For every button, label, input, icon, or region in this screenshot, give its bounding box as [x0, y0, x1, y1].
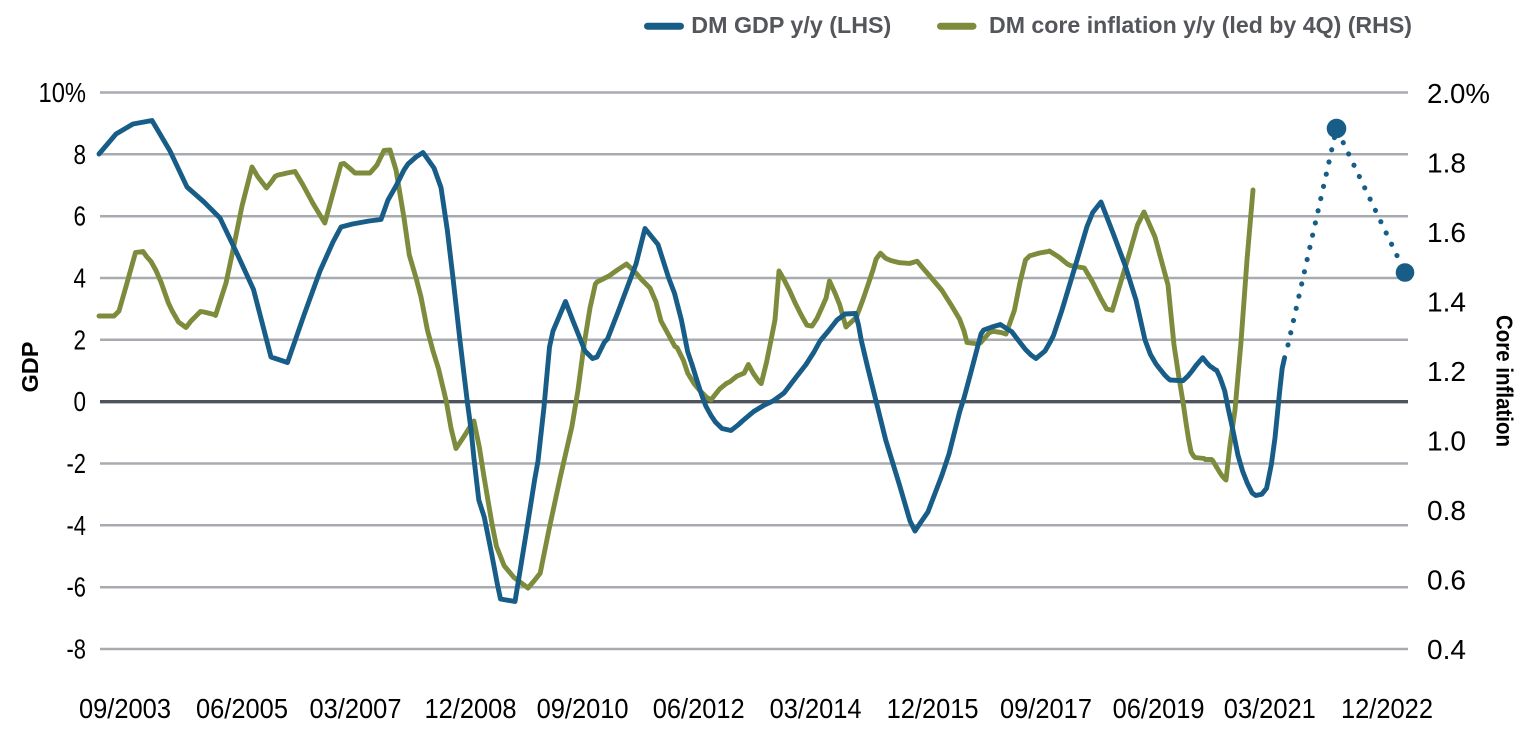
svg-text:1.6: 1.6 [1427, 217, 1466, 248]
svg-text:03/2007: 03/2007 [310, 693, 402, 724]
svg-text:1.2: 1.2 [1427, 356, 1466, 387]
svg-text:Core inflation: Core inflation [1492, 315, 1518, 447]
svg-text:03/2021: 03/2021 [1224, 693, 1316, 724]
svg-text:1.4: 1.4 [1427, 287, 1466, 318]
svg-text:0.8: 0.8 [1427, 495, 1466, 526]
svg-text:09/2017: 09/2017 [1000, 693, 1092, 724]
svg-text:-6: -6 [67, 572, 87, 603]
svg-text:10%: 10% [39, 77, 87, 108]
svg-text:8: 8 [74, 139, 87, 170]
svg-text:1.0: 1.0 [1427, 426, 1466, 457]
svg-text:03/2014: 03/2014 [770, 693, 862, 724]
svg-text:09/2003: 09/2003 [79, 693, 171, 724]
svg-text:12/2015: 12/2015 [887, 693, 979, 724]
svg-text:12/2022: 12/2022 [1341, 693, 1433, 724]
svg-text:2: 2 [74, 324, 87, 355]
svg-text:6: 6 [74, 201, 87, 232]
svg-text:-8: -8 [67, 634, 87, 665]
svg-text:DM core inflation y/y (led by: DM core inflation y/y (led by 4Q) (RHS) [989, 12, 1412, 38]
svg-text:DM GDP y/y (LHS): DM GDP y/y (LHS) [691, 12, 891, 38]
svg-text:1.8: 1.8 [1427, 147, 1466, 178]
svg-text:-4: -4 [67, 510, 87, 541]
svg-text:06/2012: 06/2012 [653, 693, 745, 724]
svg-text:GDP: GDP [17, 342, 43, 393]
svg-text:0: 0 [74, 386, 87, 417]
svg-text:06/2019: 06/2019 [1113, 693, 1205, 724]
svg-text:2.0%: 2.0% [1427, 78, 1490, 109]
svg-text:0.4: 0.4 [1427, 634, 1466, 665]
svg-text:4: 4 [74, 263, 87, 294]
svg-text:09/2010: 09/2010 [537, 693, 629, 724]
svg-text:-2: -2 [67, 448, 87, 479]
svg-text:06/2005: 06/2005 [196, 693, 288, 724]
svg-text:0.6: 0.6 [1427, 565, 1466, 596]
svg-text:12/2008: 12/2008 [425, 693, 517, 724]
